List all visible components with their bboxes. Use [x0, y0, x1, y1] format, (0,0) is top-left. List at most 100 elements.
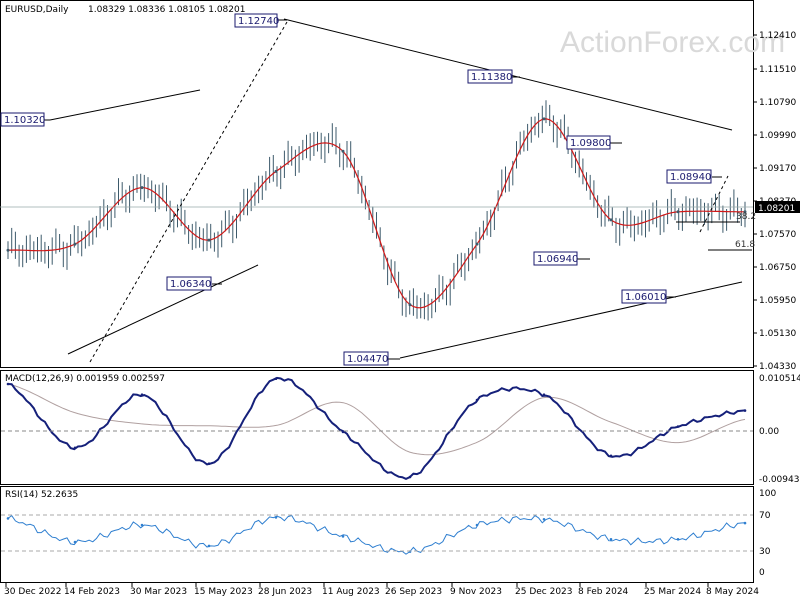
svg-text:1.08940: 1.08940 — [670, 172, 711, 183]
moving-average-line — [7, 118, 745, 309]
time-tick-label: 30 Mar 2023 — [130, 587, 187, 597]
svg-text:1.11380: 1.11380 — [471, 72, 512, 83]
price-tick-label: 1.12410 — [759, 31, 796, 41]
swing-level-labels: 1.12740 1.11380 1.10320 1.09800 1.08940 … — [0, 13, 712, 366]
fib-61-label: 61.8 — [735, 240, 755, 250]
price-series-layer — [6, 100, 747, 321]
current-price-box — [755, 201, 800, 213]
price-tick-label: 1.10790 — [759, 98, 796, 108]
rsi-point — [73, 540, 77, 544]
rsi-tick-label: 30 — [759, 547, 771, 557]
macd-tick-label: 0.00 — [759, 427, 779, 437]
price-tick-label: 1.04330 — [759, 362, 796, 372]
price-point — [207, 238, 211, 242]
macd-point — [341, 430, 345, 434]
price-tick-label: 1.07570 — [759, 230, 796, 240]
trendline-2023-lower — [67, 264, 259, 355]
macd-point — [408, 475, 412, 479]
rsi-label: RSI(14) 52.2635 — [5, 490, 78, 500]
macd-point — [274, 377, 278, 381]
trendline-lower-support — [399, 281, 743, 359]
time-tick-label: 30 Dec 2022 — [4, 587, 62, 597]
time-tick-label: 28 Jun 2023 — [258, 587, 312, 597]
level-label: 1.09800 — [566, 135, 611, 150]
svg-text:1.09800: 1.09800 — [570, 138, 611, 149]
rsi-point — [274, 516, 278, 519]
price-tick-label: 1.06750 — [759, 263, 796, 273]
rsi-point — [475, 523, 479, 527]
rsi-point — [609, 538, 613, 541]
level-label: 1.08940 — [666, 169, 712, 184]
rsi-point — [140, 523, 144, 527]
macd-tick-label: -0.009439 — [759, 475, 800, 485]
price-axis: 1.12410 1.11510 1.10790 1.09990 1.09170 … — [754, 31, 800, 372]
level-label: 1.04470 — [343, 351, 389, 366]
macd-point — [6, 382, 10, 386]
rsi-tick-label: 70 — [759, 511, 771, 521]
macd-point — [676, 425, 680, 428]
price-point — [6, 248, 10, 252]
price-tick-label: 1.05130 — [759, 329, 796, 339]
rsi-point — [207, 544, 211, 548]
level-label: 1.06340 — [166, 276, 212, 291]
level-label: 1.06010 — [621, 289, 667, 304]
svg-text:1.10320: 1.10320 — [4, 115, 45, 126]
level-label: 1.11380 — [467, 69, 513, 84]
price-point — [341, 149, 345, 153]
macd-point — [609, 454, 613, 458]
panel-frames — [0, 0, 754, 583]
level-label: 1.06940 — [533, 251, 578, 266]
macd-label: MACD(12,26,9) 0.001959 0.002597 — [5, 374, 165, 384]
time-tick-label: 25 Mar 2024 — [644, 587, 701, 597]
time-tick-label: 25 Dec 2023 — [515, 587, 573, 597]
rsi-axis: 100 70 30 0 — [1, 489, 776, 578]
macd-point — [207, 462, 211, 466]
current-price-label: 1.08201 — [758, 204, 795, 214]
svg-text:1.06940: 1.06940 — [537, 254, 578, 265]
price-point — [743, 210, 747, 214]
time-tick-label: 14 Feb 2023 — [64, 587, 120, 597]
symbol-label: EURUSD,Daily — [5, 5, 69, 15]
macd-tick-label: 0.010514 — [759, 374, 800, 384]
macd-point — [743, 409, 747, 412]
svg-text:1.04470: 1.04470 — [347, 354, 388, 365]
rsi-point — [743, 521, 747, 525]
time-tick-label: 9 Nov 2023 — [450, 587, 502, 597]
macd-point — [73, 446, 77, 450]
macd-point — [475, 398, 479, 402]
price-tick-label: 1.09170 — [759, 164, 796, 174]
macd-point — [140, 393, 144, 397]
time-tick-label: 11 Aug 2023 — [322, 587, 380, 597]
trendline-2023-upper — [49, 89, 201, 121]
time-tick-label: 26 Sep 2023 — [385, 587, 442, 597]
trendline-recent-dashed — [699, 175, 729, 233]
rsi-point — [676, 538, 680, 541]
price-point — [140, 186, 144, 190]
rsi-tick-label: 0 — [759, 568, 765, 578]
price-tick-label: 1.11510 — [759, 65, 796, 75]
time-axis: 30 Dec 2022 14 Feb 2023 30 Mar 2023 15 May … — [4, 583, 759, 597]
macd-series-layer — [6, 376, 747, 481]
svg-text:1.06010: 1.06010 — [625, 292, 666, 303]
price-tick-label: 1.09990 — [759, 131, 796, 141]
macd-axis: 0.010514 0.00 -0.009439 — [1, 374, 800, 485]
watermark: ActionForex.com — [560, 26, 785, 59]
price-point — [274, 169, 278, 173]
price-point — [73, 242, 77, 246]
price-point — [475, 242, 479, 246]
price-tick-label: 1.05950 — [759, 296, 796, 306]
time-tick-label: 8 Feb 2024 — [578, 587, 629, 597]
time-tick-label: 8 May 2024 — [706, 587, 759, 597]
fib-38-label: 38.2 — [736, 212, 756, 222]
price-point — [609, 218, 613, 222]
svg-text:1.06340: 1.06340 — [170, 279, 211, 290]
macd-signal-line — [7, 383, 746, 456]
rsi-tick-label: 100 — [759, 489, 776, 499]
rsi-line — [7, 514, 746, 555]
price-point — [542, 117, 546, 121]
rsi-point — [542, 518, 546, 521]
time-tick-label: 15 May 2023 — [194, 587, 253, 597]
ohlc-readout: 1.08329 1.08336 1.08105 1.08201 — [88, 5, 245, 15]
level-label: 1.10320 — [0, 112, 45, 127]
rsi-point — [341, 535, 345, 538]
